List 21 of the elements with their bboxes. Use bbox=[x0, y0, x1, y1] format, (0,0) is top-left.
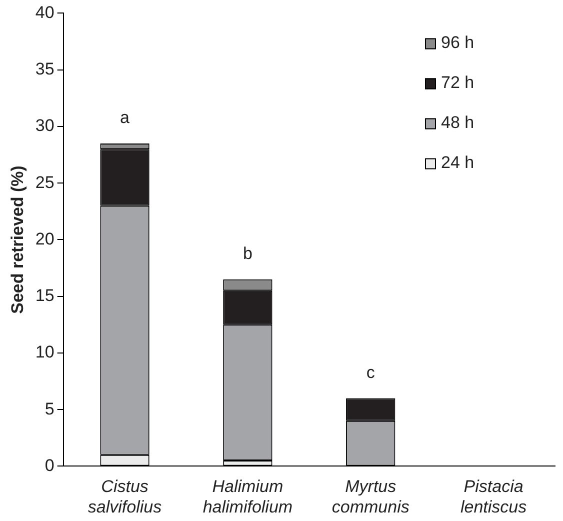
y-tick-label: 40 bbox=[35, 2, 54, 22]
annotation: b bbox=[242, 244, 252, 264]
x-tick-label: Cistus salvifolius bbox=[88, 477, 162, 517]
y-tick-label: 30 bbox=[35, 116, 54, 136]
legend-label: 48 h bbox=[441, 112, 474, 132]
legend-label: 96 h bbox=[441, 32, 474, 52]
y-tick-label: 0 bbox=[44, 456, 54, 475]
y-tick-label: 20 bbox=[35, 229, 54, 248]
y-tick-label: 35 bbox=[35, 60, 54, 79]
y-tick-label: 5 bbox=[44, 399, 54, 418]
annotation: c bbox=[366, 362, 376, 382]
annotation: a bbox=[120, 108, 130, 128]
x-tick-label: Myrtus communis bbox=[332, 477, 410, 517]
x-tick-label: Halimium halimifolium bbox=[202, 477, 293, 517]
x-tick-label: Pistacia lentiscus bbox=[460, 477, 528, 517]
legend-label: 72 h bbox=[441, 72, 474, 92]
y-tick-label: 15 bbox=[35, 286, 54, 306]
legend-label: 24 h bbox=[441, 152, 474, 172]
y-axis-title: Seed retrieved (%) bbox=[8, 166, 27, 314]
y-tick-label: 25 bbox=[35, 172, 54, 192]
y-tick-label: 10 bbox=[35, 342, 54, 362]
